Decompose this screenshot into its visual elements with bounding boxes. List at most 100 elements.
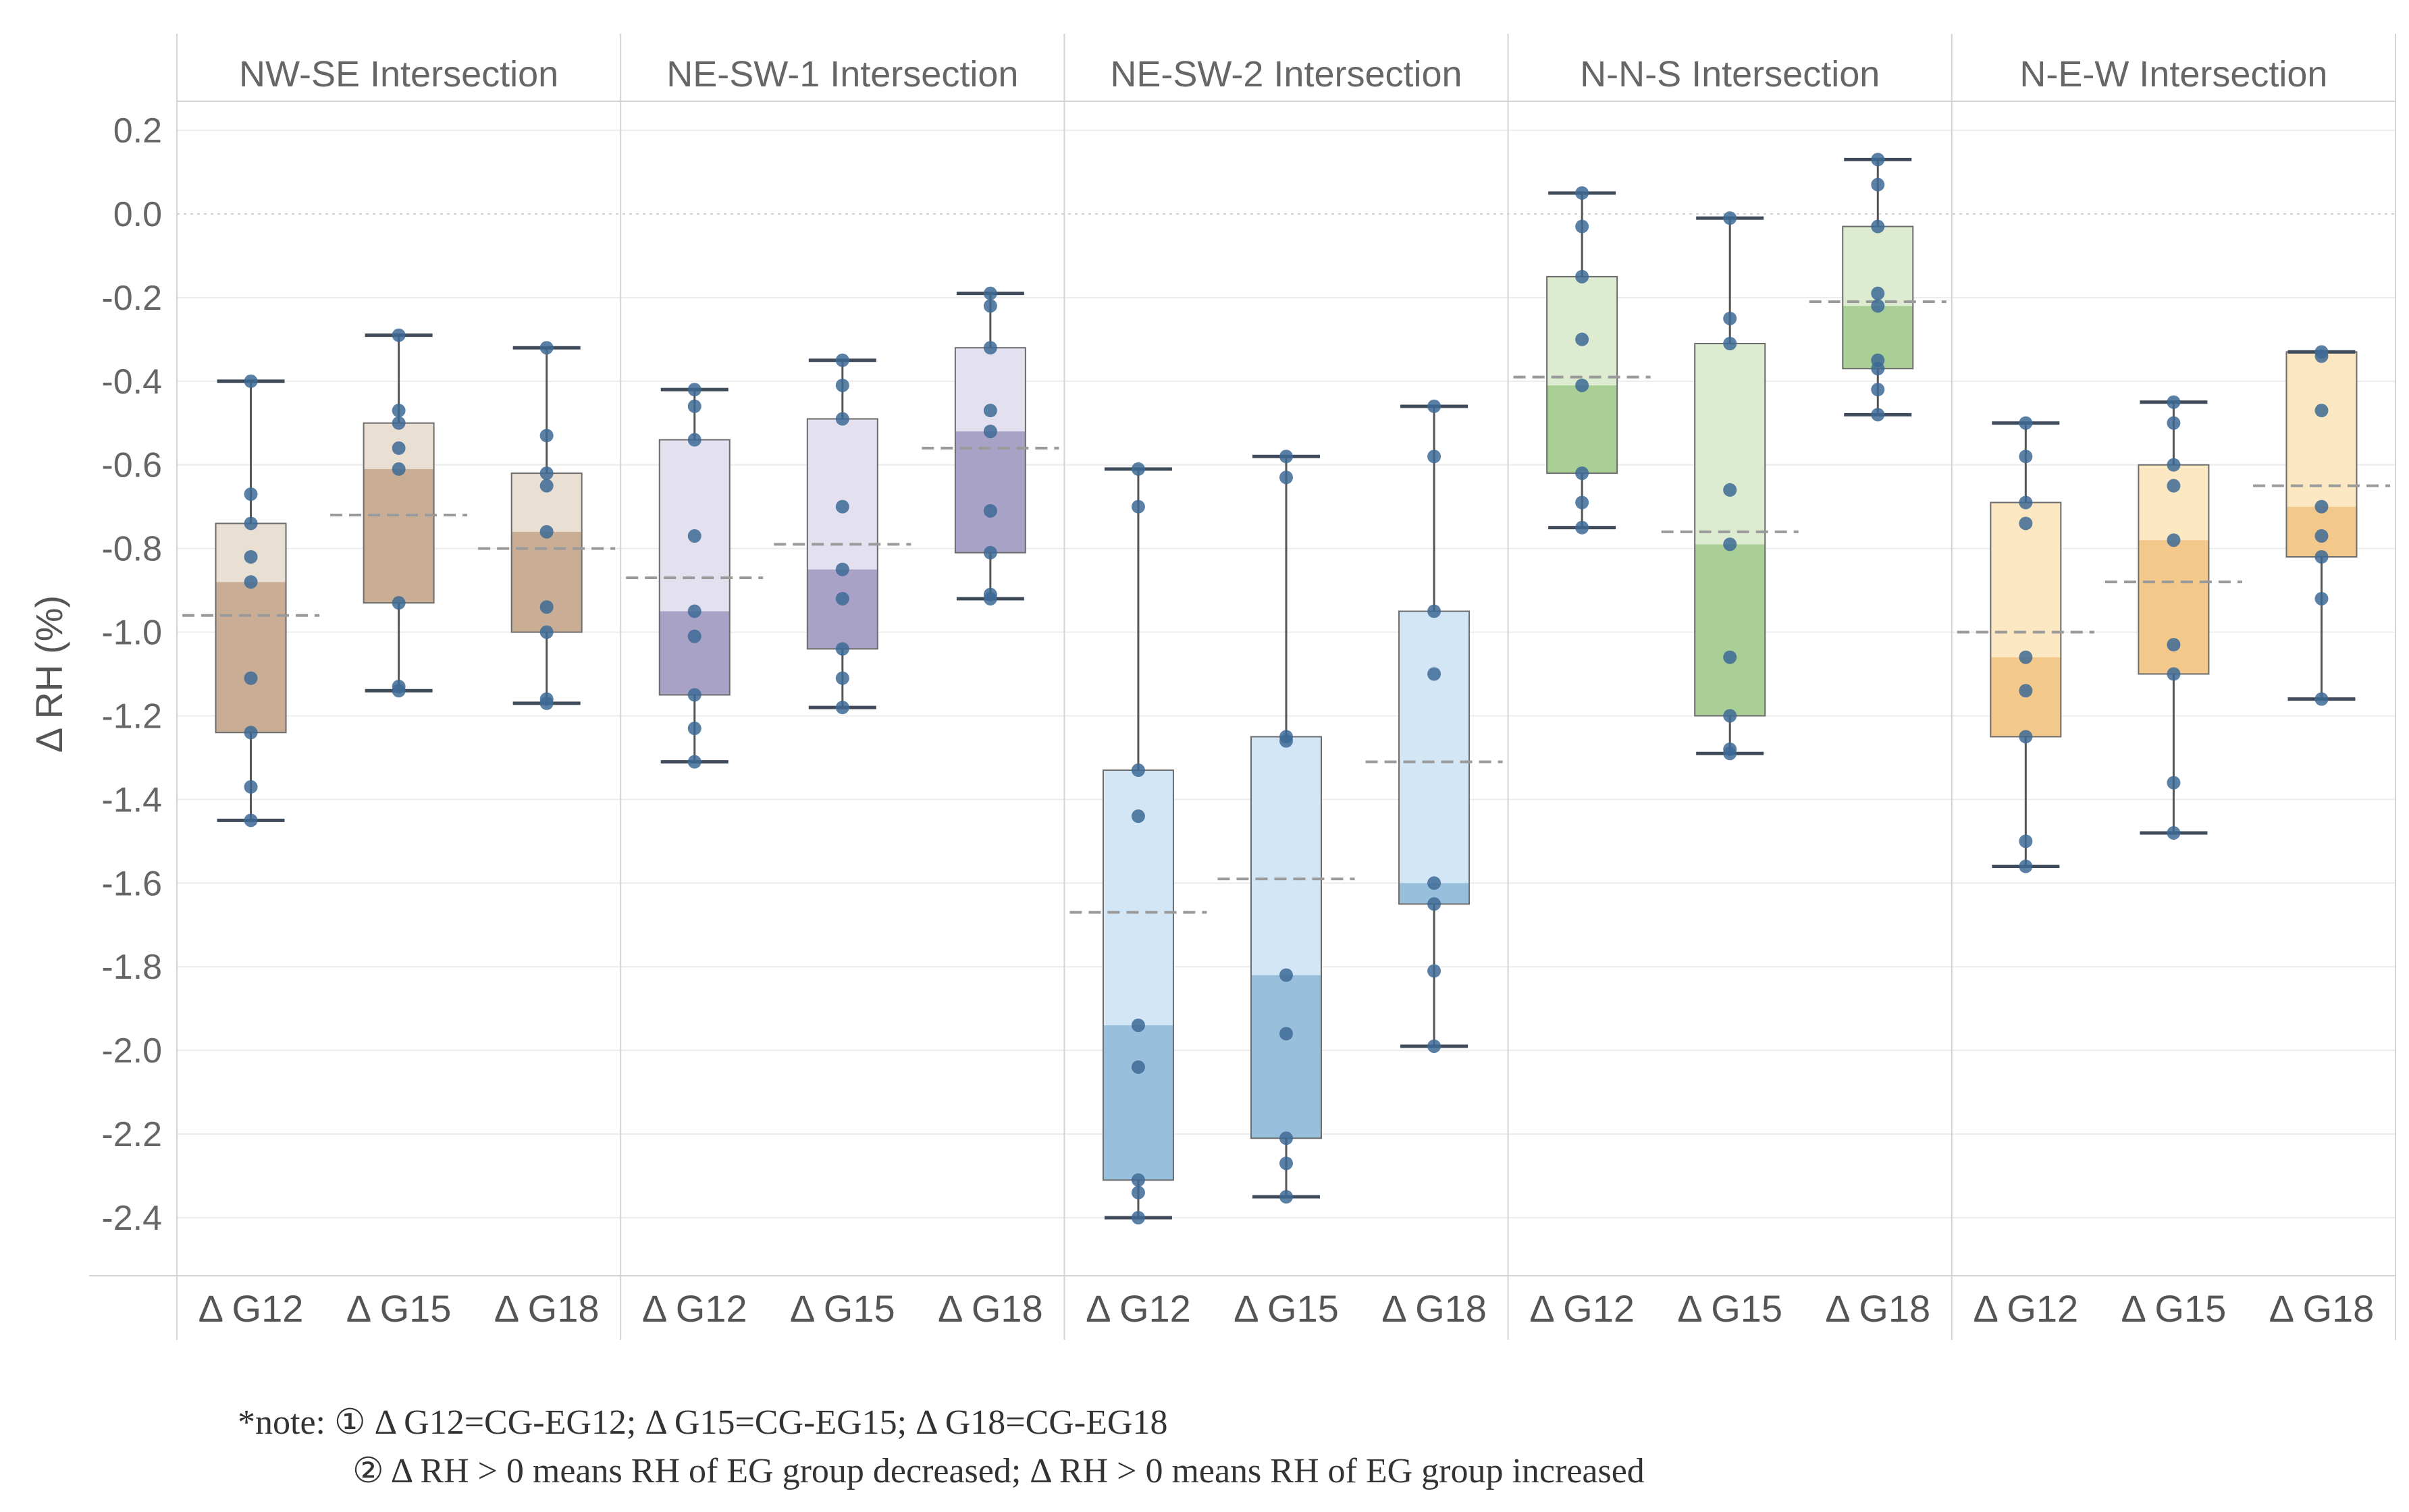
data-point-p2-dG18-2 (1427, 604, 1441, 618)
data-point-p3-dG15-3 (1723, 483, 1737, 497)
data-point-p0-dG15-4 (392, 462, 406, 476)
data-point-p3-dG12-6 (1575, 495, 1589, 510)
data-point-p1-dG18-6 (983, 545, 997, 560)
data-point-p4-dG18-6 (2314, 591, 2329, 605)
data-point-p2-dG15-7 (1279, 1156, 1293, 1170)
category-label-p3-dG15: Δ G15 (1677, 1287, 1782, 1330)
data-point-p0-dG15-5 (392, 596, 406, 610)
box-upper-p4-dG18 (2286, 352, 2357, 507)
data-point-p2-dG18-6 (1427, 964, 1441, 978)
data-point-p3-dG18-0 (1871, 153, 1885, 167)
box-upper-p4-dG15 (2138, 464, 2209, 541)
data-point-p2-dG18-7 (1427, 1039, 1441, 1053)
y-tick-label-2: -0.2 (101, 279, 162, 318)
box-lower-p0-dG18 (511, 531, 582, 632)
data-point-p2-dG15-4 (1279, 968, 1293, 982)
data-point-p0-dG12-4 (244, 575, 258, 589)
data-point-p3-dG18-8 (1871, 408, 1885, 422)
footnote: *note: ① Δ G12=CG-EG12; Δ G15=CG-EG15; Δ… (238, 1399, 1645, 1496)
data-point-p4-dG18-5 (2314, 550, 2329, 564)
box-lower-p2-dG15 (1251, 975, 1321, 1139)
data-point-p0-dG15-7 (392, 684, 406, 698)
data-point-p1-dG12-2 (687, 433, 701, 447)
box-upper-p2-dG12 (1103, 770, 1173, 1025)
data-point-p1-dG15-5 (835, 591, 849, 605)
data-point-p2-dG18-3 (1427, 667, 1441, 681)
box-lower-p1-dG18 (955, 431, 1026, 553)
data-point-p3-dG18-4 (1871, 299, 1885, 313)
data-point-p4-dG15-0 (2167, 395, 2181, 409)
data-point-p1-dG18-8 (983, 591, 997, 605)
data-point-p2-dG15-0 (1279, 450, 1293, 464)
data-point-p3-dG15-1 (1723, 311, 1737, 325)
data-point-p4-dG18-4 (2314, 529, 2329, 543)
category-label-p0-dG15: Δ G15 (346, 1287, 452, 1330)
data-point-p1-dG15-6 (835, 642, 849, 656)
data-point-p1-dG18-0 (983, 286, 997, 300)
data-point-p0-dG18-0 (539, 341, 554, 355)
data-point-p3-dG15-4 (1723, 537, 1737, 551)
data-point-p2-dG15-6 (1279, 1131, 1293, 1145)
data-point-p1-dG15-1 (835, 378, 849, 392)
y-tick-label-12: -2.2 (101, 1115, 162, 1154)
data-point-p4-dG18-2 (2314, 404, 2329, 418)
data-point-p4-dG12-2 (2019, 495, 2033, 510)
data-point-p1-dG15-0 (835, 353, 849, 367)
data-point-p2-dG18-0 (1427, 399, 1441, 413)
data-point-p1-dG12-5 (687, 629, 701, 643)
category-label-p2-dG15: Δ G15 (1234, 1287, 1339, 1330)
data-point-p1-dG12-1 (687, 399, 701, 413)
category-label-p0-dG18: Δ G18 (494, 1287, 600, 1330)
data-point-p2-dG15-5 (1279, 1027, 1293, 1041)
data-point-p3-dG18-6 (1871, 362, 1885, 376)
data-point-p2-dG12-2 (1131, 763, 1145, 778)
data-point-p2-dG15-1 (1279, 470, 1293, 485)
data-point-p2-dG12-4 (1131, 1018, 1145, 1032)
data-point-p1-dG15-7 (835, 671, 849, 685)
data-point-p0-dG15-2 (392, 416, 406, 430)
box-lower-p3-dG12 (1547, 385, 1618, 474)
data-point-p0-dG18-3 (539, 479, 554, 493)
box-upper-p1-dG15 (807, 418, 878, 570)
data-point-p0-dG18-4 (539, 524, 554, 539)
y-tick-label-10: -1.8 (101, 948, 162, 987)
data-point-p0-dG15-3 (392, 441, 406, 455)
data-point-p1-dG18-1 (983, 299, 997, 313)
y-tick-label-6: -1.0 (101, 614, 162, 653)
category-label-p3-dG18: Δ G18 (1825, 1287, 1930, 1330)
data-point-p1-dG15-2 (835, 412, 849, 426)
data-point-p3-dG18-7 (1871, 383, 1885, 397)
data-point-p4-dG18-3 (2314, 500, 2329, 514)
category-label-p0-dG12: Δ G12 (198, 1287, 304, 1330)
footnote-line-1: *note: ① Δ G12=CG-EG12; Δ G15=CG-EG15; Δ… (238, 1403, 1168, 1442)
data-point-p0-dG12-5 (244, 671, 258, 685)
data-point-p1-dG18-4 (983, 425, 997, 439)
y-tick-label-7: -1.2 (101, 697, 162, 736)
data-point-p0-dG12-2 (244, 516, 258, 531)
box-upper-p1-dG12 (659, 439, 730, 612)
category-label-p4-dG12: Δ G12 (1973, 1287, 2078, 1330)
data-point-p4-dG12-0 (2019, 416, 2033, 430)
data-point-p3-dG18-2 (1871, 219, 1885, 234)
category-label-p4-dG15: Δ G15 (2121, 1287, 2227, 1330)
data-point-p4-dG12-7 (2019, 834, 2033, 848)
data-point-p3-dG12-7 (1575, 520, 1589, 535)
y-tick-label-9: -1.6 (101, 864, 162, 903)
data-point-p4-dG15-3 (2167, 479, 2181, 493)
panel-title-3: N-N-S Intersection (1580, 54, 1880, 94)
data-point-p0-dG15-0 (392, 328, 406, 342)
data-point-p1-dG18-3 (983, 404, 997, 418)
data-point-p3-dG12-4 (1575, 378, 1589, 392)
category-label-p3-dG12: Δ G12 (1529, 1287, 1635, 1330)
data-point-p2-dG18-1 (1427, 450, 1441, 464)
data-point-p4-dG15-4 (2167, 533, 2181, 547)
box-upper-p3-dG15 (1695, 344, 1766, 545)
box-lower-p3-dG15 (1695, 544, 1766, 716)
data-point-p1-dG18-2 (983, 341, 997, 355)
data-point-p1-dG12-8 (687, 755, 701, 769)
y-tick-label-13: -2.4 (101, 1199, 162, 1238)
data-point-p1-dG12-7 (687, 722, 701, 736)
data-point-p4-dG12-6 (2019, 730, 2033, 744)
data-point-p3-dG18-1 (1871, 178, 1885, 192)
data-point-p4-dG15-1 (2167, 416, 2181, 430)
